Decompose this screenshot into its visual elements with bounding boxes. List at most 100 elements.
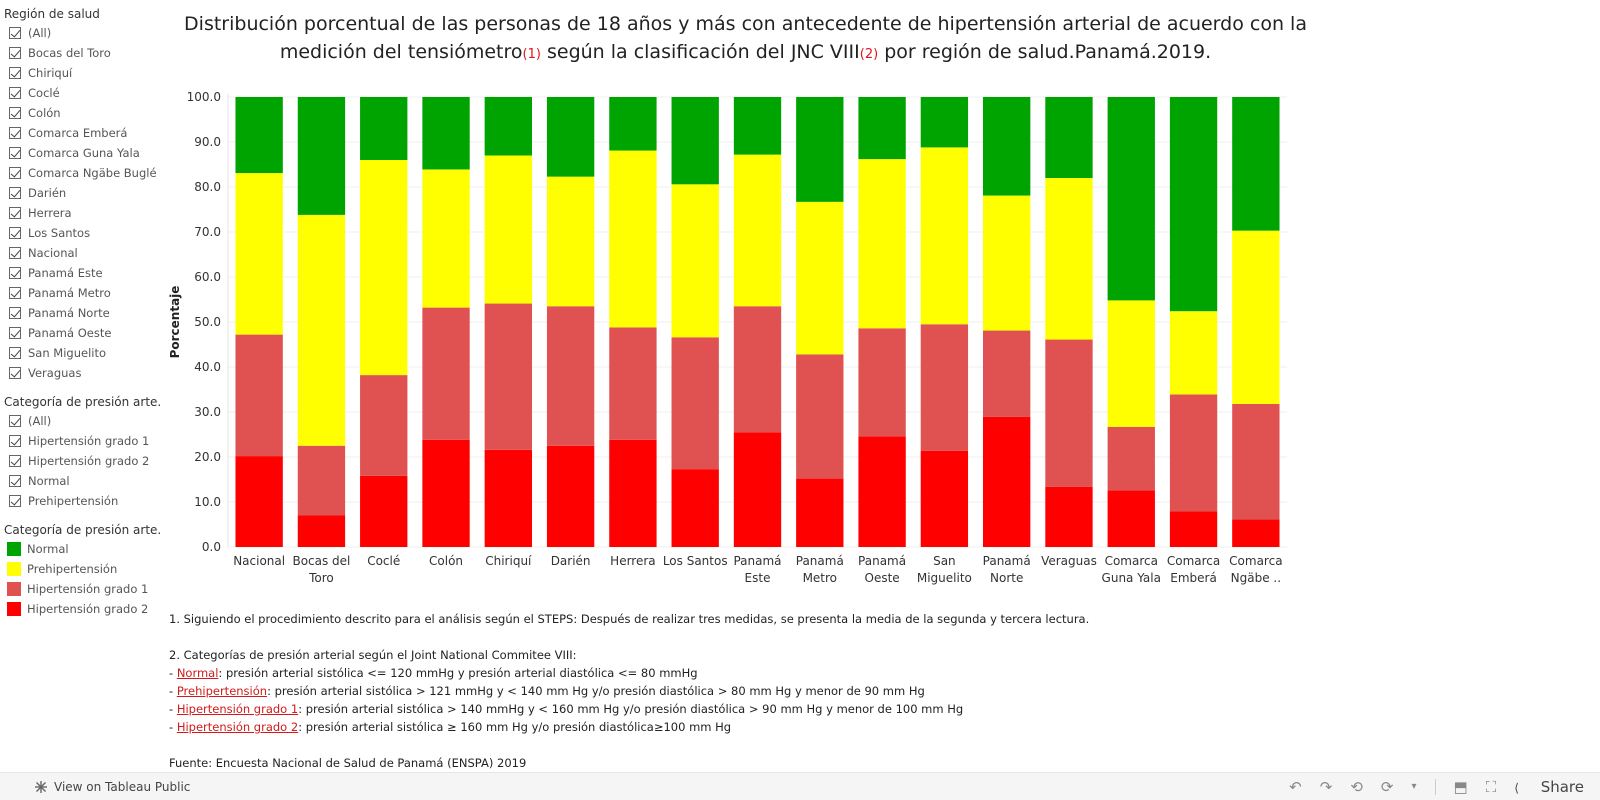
legend-item[interactable]: Normal (4, 539, 162, 559)
note-category-link[interactable]: Prehipertensión (176, 684, 268, 698)
note-item-prefix: - (169, 684, 177, 698)
region-filter-option[interactable]: Coclé (4, 83, 162, 103)
x-tick-label: Comarca (1167, 554, 1220, 568)
region-filter-option[interactable]: Comarca Ngäbe Buglé (4, 163, 162, 183)
bar-segment (858, 159, 906, 329)
x-tick-label: Los Santos (663, 554, 728, 568)
region-filter-option[interactable]: Panamá Oeste (4, 323, 162, 343)
checkbox-checked-icon[interactable] (9, 127, 21, 139)
legend-swatch (7, 542, 21, 556)
bar-segment (1107, 97, 1155, 301)
refresh-icon[interactable]: ⟳ (1380, 777, 1394, 796)
legend-item[interactable]: Hipertensión grado 1 (4, 579, 162, 599)
region-filter-option-label: Los Santos (28, 226, 91, 240)
download-icon[interactable]: ⬒ (1453, 777, 1468, 796)
checkbox-checked-icon[interactable] (9, 307, 21, 319)
category-filter-option[interactable]: Hipertensión grado 1 (4, 431, 162, 451)
region-filter-option[interactable]: Bocas del Toro (4, 43, 162, 63)
bar-segment (1169, 97, 1218, 312)
region-filter-option[interactable]: Comarca Guna Yala (4, 143, 162, 163)
bar-segment (1107, 300, 1155, 427)
region-filter-option-label: Panamá Oeste (28, 326, 112, 340)
region-filter-option-label: San Miguelito (28, 346, 107, 360)
x-tick-label: Panamá (983, 554, 1031, 568)
y-tick-label: 20.0 (194, 450, 221, 464)
bar-segment (609, 327, 657, 440)
checkbox-checked-icon[interactable] (9, 495, 21, 507)
note-2: 2. Categorías de presión arterial según … (169, 648, 577, 662)
checkbox-checked-icon[interactable] (9, 107, 21, 119)
region-filter-option[interactable]: Nacional (4, 243, 162, 263)
region-filter-option[interactable]: Darién (4, 183, 162, 203)
checkbox-checked-icon[interactable] (9, 187, 21, 199)
bar-segment (796, 201, 844, 355)
region-filter-option[interactable]: Herrera (4, 203, 162, 223)
region-filter-option[interactable]: Comarca Emberá (4, 123, 162, 143)
x-tick-label: San (933, 554, 956, 568)
checkbox-checked-icon[interactable] (9, 327, 21, 339)
region-filter-option[interactable]: Panamá Este (4, 263, 162, 283)
checkbox-checked-icon[interactable] (9, 435, 21, 447)
checkbox-checked-icon[interactable] (9, 455, 21, 467)
checkbox-checked-icon[interactable] (9, 67, 21, 79)
fullscreen-icon[interactable]: ⛶ (1485, 777, 1497, 796)
category-filter-option[interactable]: Normal (4, 471, 162, 491)
region-filter-option[interactable]: Los Santos (4, 223, 162, 243)
bar-segment (733, 154, 782, 307)
bar-segment (858, 328, 906, 437)
region-filter-option[interactable]: (All) (4, 23, 162, 43)
notes-section: 1. Siguiendo el procedimiento descrito p… (169, 610, 1169, 772)
category-filter-option-label: Prehipertensión (28, 494, 119, 508)
checkbox-checked-icon[interactable] (9, 47, 21, 59)
bar-segment (671, 184, 719, 338)
bar-segment (1232, 403, 1280, 520)
checkbox-checked-icon[interactable] (9, 367, 21, 379)
stacked-bar-chart: 0.0 10.0 20.0 30.0 40.0 50.0 60.0 70.0 80.0 90.0 1… (168, 90, 1287, 585)
checkbox-checked-icon[interactable] (9, 415, 21, 427)
checkbox-checked-icon[interactable] (9, 347, 21, 359)
note-category-link[interactable]: Hipertensión grado 1 (176, 702, 299, 716)
checkbox-checked-icon[interactable] (9, 267, 21, 279)
share-button[interactable]: ⟨ Share (1514, 777, 1584, 796)
y-tick-label: 50.0 (194, 315, 221, 329)
view-on-tableau-link[interactable]: View on Tableau Public (34, 780, 190, 794)
bar-segment (609, 439, 657, 547)
region-filter-option[interactable]: Panamá Norte (4, 303, 162, 323)
bar-segment (484, 97, 532, 156)
undo-icon[interactable]: ↶ (1289, 777, 1302, 796)
checkbox-checked-icon[interactable] (9, 87, 21, 99)
category-filter-option[interactable]: (All) (4, 411, 162, 431)
checkbox-checked-icon[interactable] (9, 167, 21, 179)
region-filter-option[interactable]: Veraguas (4, 363, 162, 383)
source-note: Fuente: Encuesta Nacional de Salud de Pa… (169, 756, 527, 770)
checkbox-checked-icon[interactable] (9, 287, 21, 299)
pause-icon[interactable]: ▾ (1411, 781, 1417, 792)
bar-segment (360, 375, 408, 476)
checkbox-checked-icon[interactable] (9, 27, 21, 39)
region-filter-option[interactable]: San Miguelito (4, 343, 162, 363)
revert-icon[interactable]: ⟲ (1350, 777, 1363, 796)
category-filter-option[interactable]: Prehipertensión (4, 491, 162, 511)
region-filter-option[interactable]: Panamá Metro (4, 283, 162, 303)
region-filter-option[interactable]: Colón (4, 103, 162, 123)
region-filter-title: Región de salud (4, 7, 100, 21)
legend-label: Normal (27, 542, 69, 556)
x-tick-label: Darién (551, 554, 591, 568)
checkbox-checked-icon[interactable] (9, 247, 21, 259)
bar-segment (297, 97, 346, 215)
note-category-link[interactable]: Hipertensión grado 2 (176, 720, 299, 734)
bar-segment (1107, 490, 1155, 547)
legend-item[interactable]: Hipertensión grado 2 (4, 599, 162, 619)
x-tick-label: Emberá (1170, 571, 1217, 585)
redo-icon[interactable]: ↷ (1319, 777, 1333, 796)
checkbox-checked-icon[interactable] (9, 227, 21, 239)
checkbox-checked-icon[interactable] (9, 475, 21, 487)
region-filter-option[interactable]: Chiriquí (4, 63, 162, 83)
legend-item[interactable]: Prehipertensión (4, 559, 162, 579)
region-filter-option-label: Darién (28, 186, 67, 200)
region-filter-option-label: Herrera (28, 206, 72, 220)
checkbox-checked-icon[interactable] (9, 207, 21, 219)
category-filter-option[interactable]: Hipertensión grado 2 (4, 451, 162, 471)
checkbox-checked-icon[interactable] (9, 147, 21, 159)
note-category-link[interactable]: Normal (176, 666, 219, 680)
